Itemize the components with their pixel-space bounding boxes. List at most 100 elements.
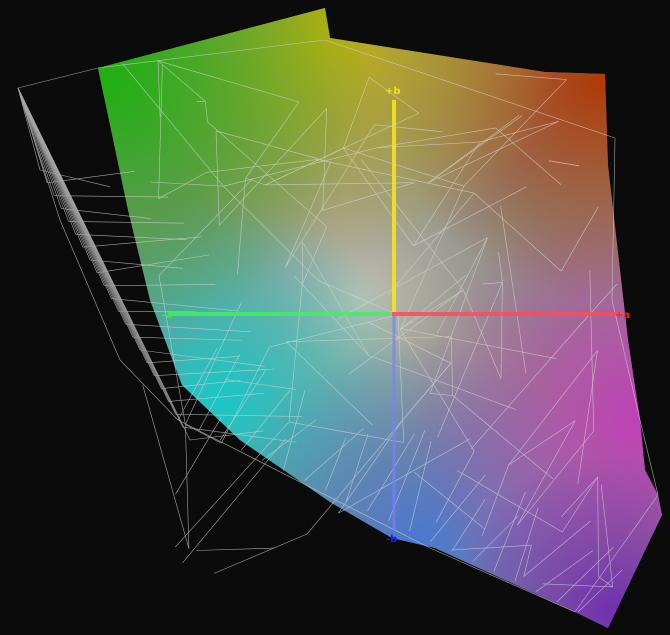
wire-edge [338, 419, 403, 514]
wire-edge [338, 438, 471, 514]
wire-edge [304, 428, 364, 481]
wire-outline [611, 137, 616, 301]
wire-edge [481, 464, 509, 537]
wire-edge [343, 77, 370, 149]
wire-edge [175, 413, 302, 417]
wire-edge [177, 348, 218, 421]
wire-edge [452, 544, 532, 551]
wire-edge [215, 130, 331, 163]
wire-edge [343, 147, 414, 246]
wire-edge [17, 87, 48, 183]
wire-edge [54, 195, 169, 198]
wire-edge [205, 101, 208, 122]
wire-outline [97, 39, 326, 69]
wire-edge [262, 419, 317, 461]
wire-edge [17, 87, 41, 171]
wire-outline [429, 547, 576, 613]
wire-edge [514, 507, 539, 582]
wire-edge [288, 421, 404, 443]
wire-edge [225, 379, 296, 390]
wire-edge [325, 437, 347, 491]
wire-edge [286, 336, 452, 343]
wire-edge [132, 336, 242, 341]
wire-edge [495, 73, 567, 80]
wire-edge [285, 162, 331, 268]
wire-edge [158, 275, 186, 425]
wire-edge [482, 282, 503, 285]
wire-edge [348, 289, 464, 375]
wire-edge [219, 108, 327, 226]
wire-edge [118, 311, 196, 313]
axes: +b -b -a +a [162, 86, 630, 545]
wire-edge [161, 380, 241, 389]
wire-edge [413, 471, 485, 530]
wire-edge [600, 484, 613, 587]
wire-edge [430, 474, 486, 542]
wire-edge [463, 289, 502, 379]
wire-edge [472, 515, 519, 562]
wire-edge [301, 242, 303, 285]
wire-edge [288, 284, 303, 422]
wire-edge [413, 141, 481, 246]
wire-edge [185, 424, 222, 444]
wire-edge [139, 349, 265, 367]
wire-edge [517, 430, 594, 526]
wire-edge [97, 254, 210, 274]
wire-edge [147, 355, 240, 364]
wire-edge [360, 159, 464, 291]
wire-edge [368, 322, 452, 364]
wire-edge [157, 60, 161, 118]
wire-edge [402, 363, 452, 421]
wire-edge [17, 87, 55, 196]
wire-edge [302, 242, 369, 356]
wire-edge [189, 430, 264, 441]
wire-edge [470, 325, 580, 449]
wire-edge [174, 421, 290, 548]
wire-edge [196, 547, 274, 551]
wire-edge [322, 108, 327, 211]
wire-edge [577, 569, 623, 613]
wire-edge [579, 283, 618, 326]
wire-edge [157, 60, 299, 103]
wire-edge [523, 545, 532, 577]
wire-edge [158, 64, 163, 199]
wire-edge [111, 298, 237, 312]
wire-outline [324, 39, 616, 139]
wire-outline [177, 419, 431, 549]
wire-edge [285, 124, 375, 268]
wire-edge [240, 389, 291, 451]
wire-edge [68, 221, 184, 224]
wire-outline [574, 494, 659, 613]
wire-edge [473, 192, 562, 272]
wire-edge [400, 329, 475, 452]
wire-edge [150, 181, 224, 187]
wire-edge [185, 301, 242, 425]
wire-edge [17, 87, 62, 209]
wire-edge [400, 186, 465, 330]
wire-edge [343, 147, 464, 187]
wire-edge [577, 350, 598, 485]
wire-edge [158, 177, 254, 276]
wire-edge [301, 226, 327, 285]
wire-edge [82, 236, 202, 248]
wire-edge [142, 384, 190, 549]
wire-edge [221, 346, 270, 444]
wire-edge [368, 77, 419, 114]
wire-edge [269, 314, 399, 348]
reference-wireframe [17, 39, 659, 613]
wire-edge [219, 369, 267, 441]
wire-edge [598, 576, 613, 588]
wire-edge [456, 470, 563, 533]
wire-edge [542, 583, 613, 588]
wire-edge [185, 424, 190, 549]
wire-edge [245, 101, 300, 179]
wire-edge [508, 420, 576, 466]
wire-edge [428, 121, 559, 183]
wire-edge [452, 395, 554, 480]
wire-edge [400, 328, 557, 359]
wire-edge [245, 177, 266, 186]
wire-edge [549, 160, 580, 167]
